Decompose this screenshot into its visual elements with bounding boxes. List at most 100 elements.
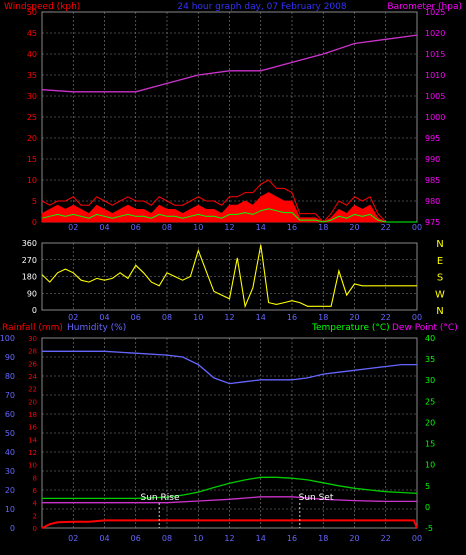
rainfall-tick: 0 [33, 525, 37, 533]
temperature-tick: 30 [425, 376, 435, 385]
x-tick-mid: 08 [162, 313, 172, 322]
x-tick-top: 02 [68, 223, 78, 232]
rainfall-tick: 26 [28, 360, 37, 368]
x-tick-bot: 18 [318, 534, 328, 543]
humidity-tick: 60 [5, 410, 15, 419]
x-tick-mid: 14 [256, 313, 266, 322]
rainfall-line [41, 519, 418, 529]
x-tick-top: 06 [131, 223, 141, 232]
compass-label: S [437, 273, 443, 284]
rainfall-tick: 24 [28, 373, 37, 381]
x-tick-bot: 10 [193, 534, 203, 543]
x-tick-bot: 22 [381, 534, 391, 543]
x-tick-top: 12 [224, 223, 234, 232]
direction-tick: 270 [22, 256, 37, 265]
compass-label: N [436, 239, 443, 250]
temperature-tick: 20 [425, 418, 435, 427]
humidity-tick: 30 [5, 467, 15, 476]
x-tick-bot: 04 [99, 534, 109, 543]
x-tick-bot: 00 [412, 534, 422, 543]
windspeed-tick: 0 [32, 218, 37, 227]
humidity-label: Humidity (%) [67, 323, 126, 333]
wind-min-line [41, 208, 417, 223]
barometer-tick: 1010 [425, 71, 445, 80]
grid-lines [42, 12, 418, 528]
x-tick-top: 10 [193, 223, 203, 232]
x-tick-top: 20 [349, 223, 359, 232]
x-tick-bot: 20 [349, 534, 359, 543]
barometer-title: Barometer (hpa) [387, 2, 462, 12]
temperature-tick: 40 [425, 334, 435, 343]
rainfall-label: Rainfall (mm) [2, 323, 63, 333]
x-tick-bot: 08 [162, 534, 172, 543]
temperature-tick: 10 [425, 461, 435, 470]
wind-direction-line [41, 244, 417, 309]
windspeed-tick: 35 [27, 71, 37, 80]
windspeed-tick: 45 [27, 29, 37, 38]
windspeed-tick: 5 [32, 197, 37, 206]
humidity-tick: 100 [0, 334, 15, 343]
graph-date-title: 24 hour graph day, 07 February 2008 [177, 2, 347, 12]
rainfall-tick: 18 [28, 411, 37, 419]
x-tick-top: 08 [162, 223, 172, 232]
x-tick-bot: 02 [68, 534, 78, 543]
barometer-tick: 1005 [425, 92, 445, 101]
x-tick-mid: 16 [287, 313, 297, 322]
rainfall-tick: 14 [28, 436, 37, 444]
windspeed-tick: 20 [27, 134, 37, 143]
windspeed-title: Windspeed (kph) [4, 2, 80, 12]
direction-tick: 90 [27, 289, 37, 298]
barometer-tick: 980 [425, 197, 440, 206]
x-tick-mid: 06 [131, 313, 141, 322]
humidity-tick: 80 [5, 372, 15, 381]
barometer-tick: 1020 [425, 29, 445, 38]
temperature-tick: 5 [425, 482, 430, 491]
series-layer [41, 34, 418, 529]
x-tick-mid: 12 [224, 313, 234, 322]
dew-point-line [42, 496, 417, 504]
temperature-tick: 35 [425, 355, 435, 364]
x-tick-top: 22 [381, 223, 391, 232]
temperature-tick: 0 [425, 503, 430, 512]
windspeed-tick: 40 [27, 50, 37, 59]
rainfall-tick: 22 [28, 386, 37, 394]
windspeed-tick: 15 [27, 155, 37, 164]
x-tick-mid: 18 [318, 313, 328, 322]
x-tick-bot: 06 [131, 534, 141, 543]
barometer-tick: 1015 [425, 50, 445, 59]
temperature-tick: 15 [425, 440, 435, 449]
temperature-label: Temperature (°C) [311, 323, 390, 333]
compass-label: N [436, 306, 443, 317]
direction-tick: 180 [22, 273, 37, 282]
barometer-tick: 985 [425, 176, 440, 185]
humidity-tick: 90 [5, 353, 15, 362]
dewpoint-label: Dew Point (°C) [392, 323, 458, 333]
x-tick-bot: 12 [224, 534, 234, 543]
rainfall-tick: 12 [28, 449, 37, 457]
sun-rise-label: Sun Rise [141, 493, 180, 503]
x-tick-bot: 14 [256, 534, 266, 543]
temperature-tick: -5 [425, 524, 433, 533]
x-tick-mid: 00 [412, 313, 422, 322]
temperature-line [42, 476, 418, 500]
rainfall-tick: 8 [33, 474, 37, 482]
x-tick-bot: 16 [287, 534, 297, 543]
rainfall-tick: 10 [28, 462, 37, 470]
humidity-line [42, 350, 417, 385]
direction-tick: 360 [22, 239, 37, 248]
x-tick-top: 14 [256, 223, 266, 232]
humidity-tick: 20 [5, 486, 15, 495]
x-tick-top: 04 [99, 223, 109, 232]
sun-set-label: Sun Set [299, 493, 334, 503]
humidity-tick: 0 [10, 524, 15, 533]
humidity-tick: 10 [5, 505, 15, 514]
x-tick-mid: 20 [349, 313, 359, 322]
barometer-tick: 995 [425, 134, 440, 143]
humidity-tick: 40 [5, 448, 15, 457]
temperature-tick: 25 [425, 397, 435, 406]
x-tick-mid: 10 [193, 313, 203, 322]
windspeed-area [41, 192, 417, 223]
rainfall-tick: 6 [33, 487, 38, 495]
